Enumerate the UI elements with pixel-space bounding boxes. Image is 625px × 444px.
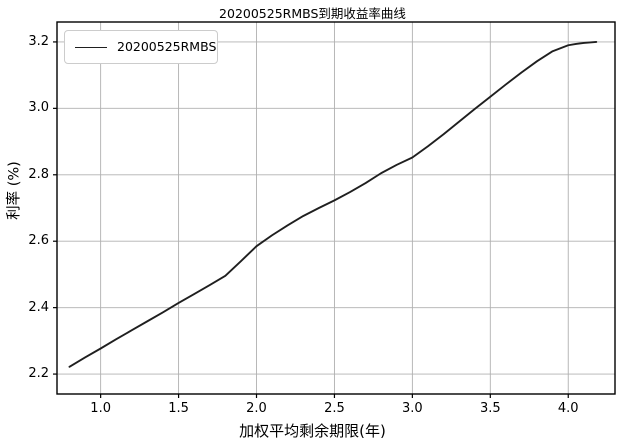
x-tick-label: 2.0	[246, 401, 267, 416]
x-axis-label: 加权平均剩余期限(年)	[239, 422, 386, 440]
x-tick-label: 4.0	[557, 401, 579, 416]
x-tick-label: 3.5	[479, 401, 501, 416]
grid-lines	[57, 22, 615, 394]
y-tick-label: 2.6	[28, 233, 49, 249]
chart-title: 20200525RMBS到期收益率曲线	[219, 6, 406, 21]
legend-label: 20200525RMBS	[117, 39, 217, 54]
y-tick-label: 2.8	[28, 166, 49, 182]
y-tick-label: 2.4	[28, 299, 49, 315]
x-tick-label: 1.5	[168, 401, 189, 416]
legend-line-swatch	[75, 47, 107, 48]
y-tick-label: 2.2	[28, 366, 49, 382]
y-tick-label: 3.2	[28, 33, 49, 49]
y-tick-label: 3.0	[28, 100, 49, 116]
x-tick-label: 3.0	[402, 401, 423, 416]
x-tick-label: 2.5	[324, 401, 345, 416]
series-line-20200525rmbs	[68, 40, 598, 368]
plot-border	[56, 21, 616, 395]
tick-marks	[53, 41, 569, 398]
y-axis-label: 利率 (%)	[6, 161, 23, 220]
legend: 20200525RMBS	[64, 30, 218, 64]
x-tick-label: 1.0	[90, 401, 111, 416]
